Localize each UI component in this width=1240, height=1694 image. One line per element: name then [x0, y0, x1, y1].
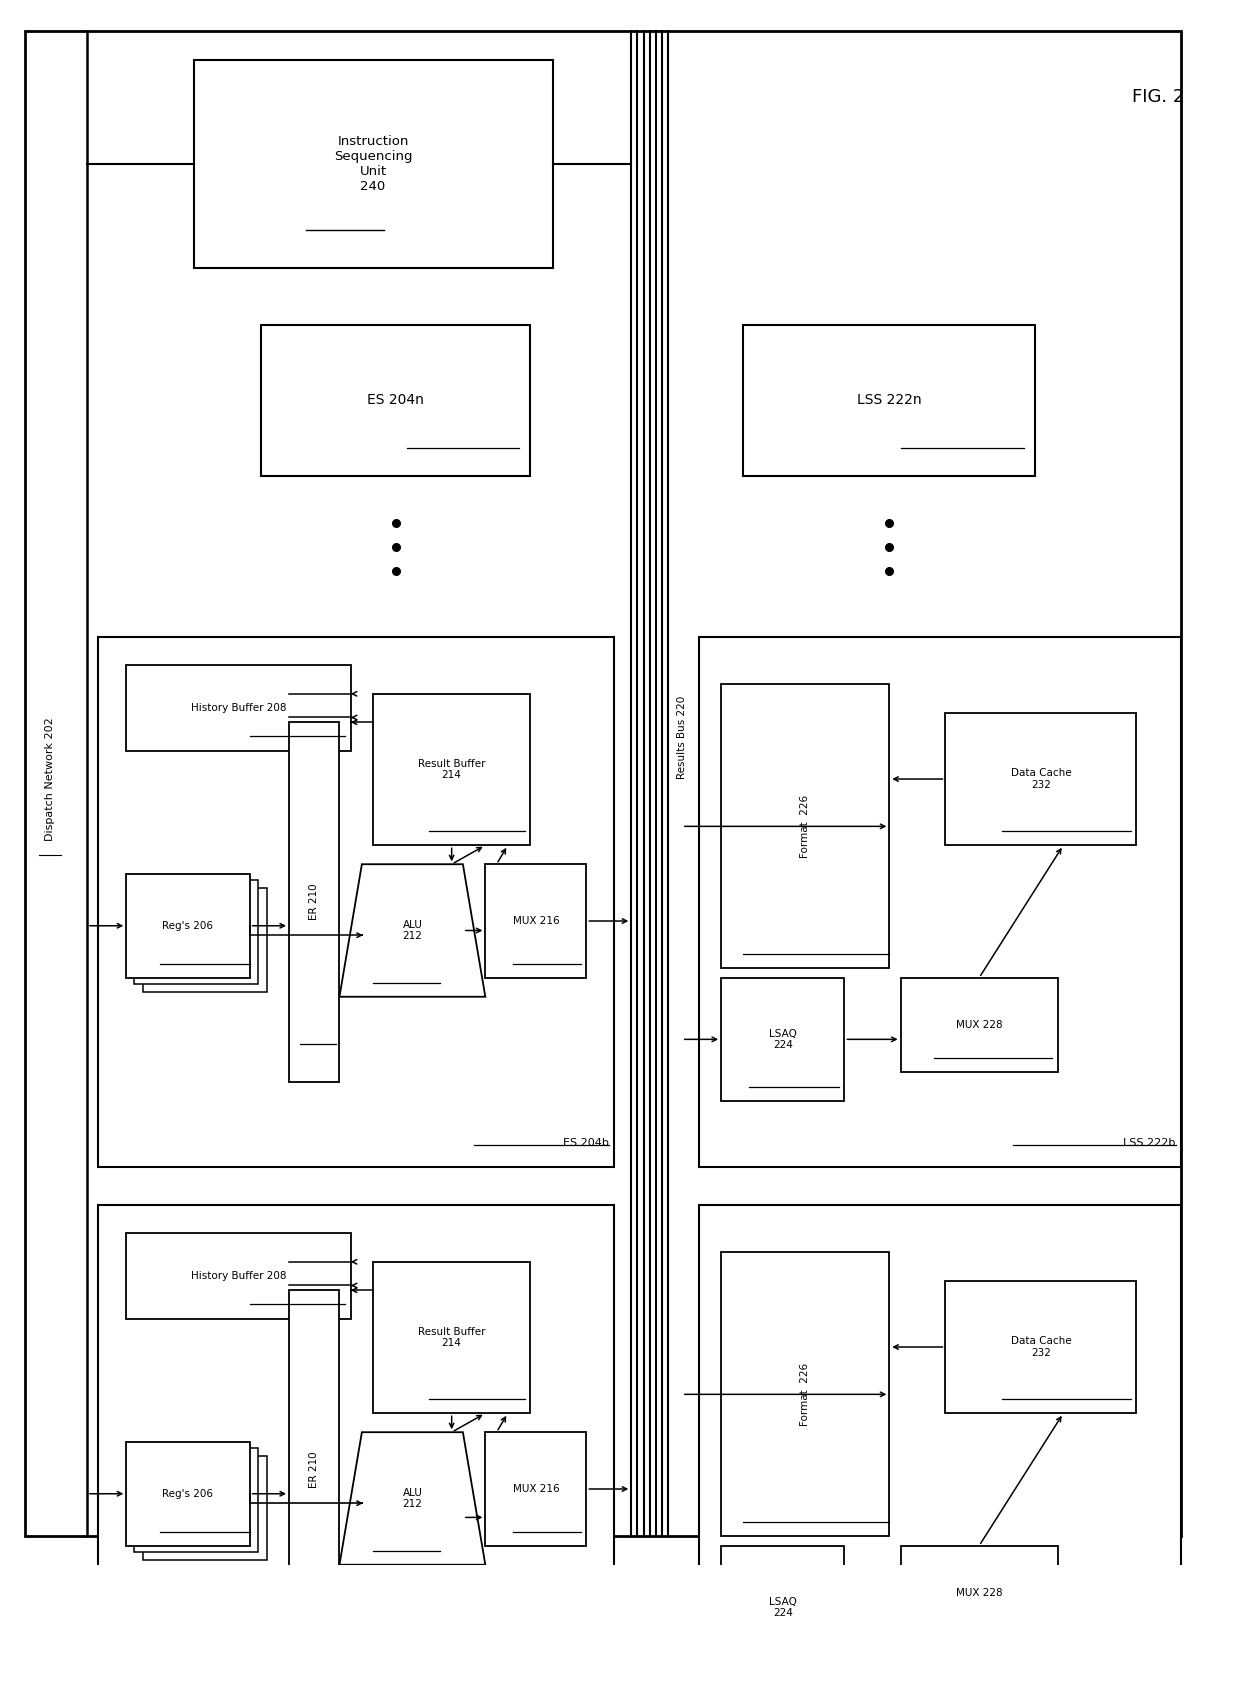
Text: Data Cache
232: Data Cache 232	[1011, 1337, 1071, 1359]
Bar	[720, 1252, 889, 1536]
Text: ALU
212: ALU 212	[403, 1487, 423, 1509]
Text: Results Bus 220: Results Bus 220	[677, 696, 687, 779]
Text: Dispatch Network 202: Dispatch Network 202	[45, 717, 55, 840]
Text: MUX 228: MUX 228	[956, 1589, 1002, 1597]
Bar	[945, 713, 1136, 845]
Bar	[900, 977, 1058, 1072]
Bar	[143, 1455, 267, 1560]
Bar	[744, 325, 1035, 476]
Text: Result Buffer
214: Result Buffer 214	[418, 1326, 485, 1348]
Text: ES 204b: ES 204b	[563, 1138, 609, 1149]
Polygon shape	[340, 864, 485, 996]
Text: ER 210: ER 210	[309, 1452, 319, 1489]
Bar	[289, 1291, 340, 1650]
Bar	[134, 881, 258, 984]
Text: Format  226: Format 226	[800, 1362, 810, 1426]
Text: Result Buffer
214: Result Buffer 214	[418, 759, 485, 781]
Bar	[720, 684, 889, 969]
Polygon shape	[340, 1431, 485, 1565]
Bar	[373, 1262, 531, 1413]
Bar	[193, 59, 553, 268]
Bar	[134, 1448, 258, 1552]
Text: ER 210: ER 210	[309, 884, 319, 920]
Bar	[98, 637, 614, 1167]
Bar	[260, 325, 531, 476]
Bar	[289, 722, 340, 1082]
Bar	[485, 864, 587, 977]
Text: Format  226: Format 226	[800, 794, 810, 857]
Bar	[126, 874, 249, 977]
Text: LSS 222b: LSS 222b	[1123, 1138, 1176, 1149]
Bar	[698, 637, 1182, 1167]
Text: History Buffer 208: History Buffer 208	[191, 1270, 286, 1281]
Text: MUX 216: MUX 216	[512, 916, 559, 927]
Bar	[126, 1442, 249, 1547]
Text: FIG. 2: FIG. 2	[1132, 88, 1185, 107]
Text: LSAQ
224: LSAQ 224	[769, 1596, 796, 1618]
Text: ES 204n: ES 204n	[367, 393, 424, 407]
Text: LSAQ
224: LSAQ 224	[769, 1028, 796, 1050]
Text: Reg's 206: Reg's 206	[162, 922, 213, 930]
Bar	[373, 695, 531, 845]
Bar	[720, 977, 844, 1101]
Text: History Buffer 208: History Buffer 208	[191, 703, 286, 713]
Text: MUX 216: MUX 216	[512, 1484, 559, 1494]
Bar	[126, 1233, 351, 1318]
Bar	[720, 1547, 844, 1669]
Bar	[143, 888, 267, 993]
Bar	[126, 666, 351, 750]
Bar	[698, 1204, 1182, 1694]
Text: ALU
212: ALU 212	[403, 920, 423, 942]
Text: Instruction
Sequencing
Unit
240: Instruction Sequencing Unit 240	[334, 136, 413, 193]
Bar	[485, 1431, 587, 1547]
Text: LSS 222n: LSS 222n	[857, 393, 921, 407]
Bar	[945, 1281, 1136, 1413]
Bar	[900, 1547, 1058, 1640]
Text: Reg's 206: Reg's 206	[162, 1489, 213, 1499]
Text: Data Cache
232: Data Cache 232	[1011, 767, 1071, 789]
Text: MUX 228: MUX 228	[956, 1020, 1002, 1030]
Bar	[98, 1204, 614, 1694]
